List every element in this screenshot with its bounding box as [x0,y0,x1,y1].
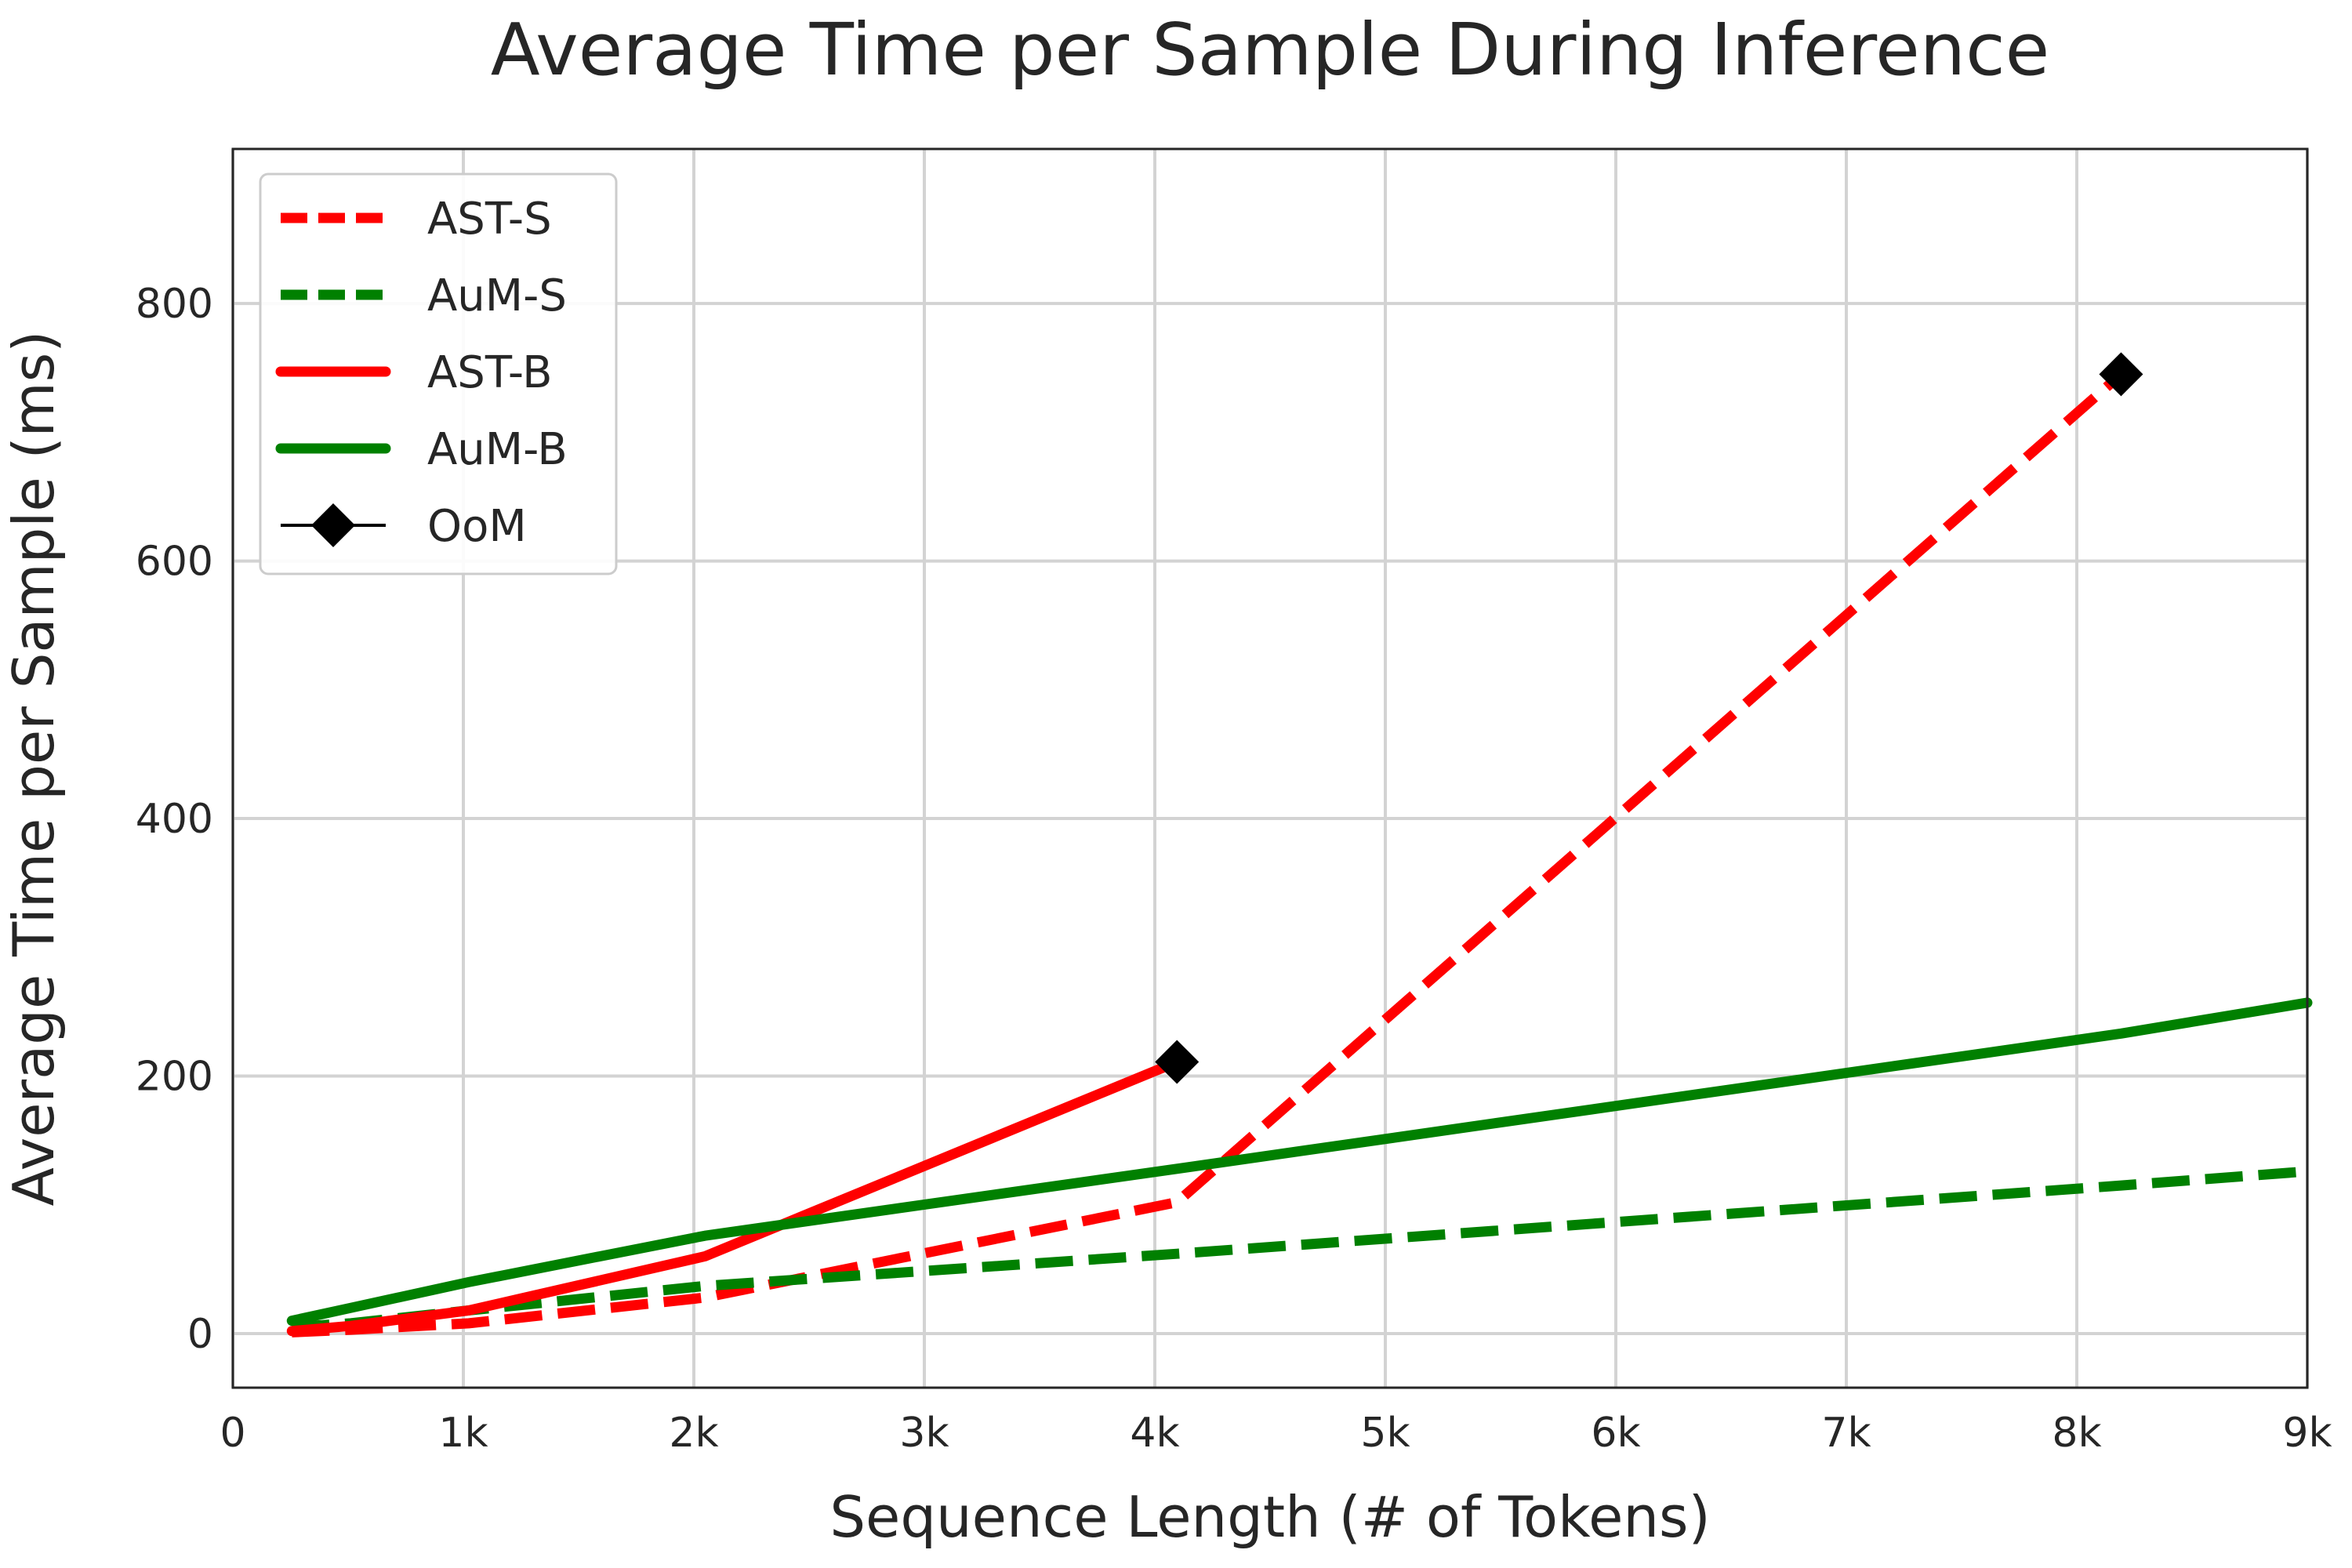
x-axis-ticks: 0 1k 2k 3k 4k 5k 6k 7k 8k 9k [220,1410,2332,1457]
series-line-aum-b [286,997,2313,1327]
x-axis-label: Sequence Length (# of Tokens) [829,1484,1710,1550]
legend-box [259,172,618,575]
y-axis-ticks: 0 200 400 600 800 [136,281,213,1358]
oom-marker [2099,352,2143,397]
legend-label: OoM [427,501,527,552]
legend-label: AuM-B [427,424,568,475]
legend-label: AuM-S [427,270,567,321]
y-tick-label: 600 [136,539,213,586]
y-axis-label: Average Time per Sample (ms) [1,331,67,1207]
oom-marker [1155,1040,1200,1084]
y-tick-label: 0 [187,1311,213,1358]
y-tick-label: 800 [136,281,213,328]
x-tick-label: 3k [899,1410,949,1457]
x-tick-label: 2k [669,1410,718,1457]
legend-label: AST-B [427,347,553,398]
legend-label: AST-S [427,194,552,245]
series-layer [286,370,2313,1338]
y-tick-label: 400 [136,796,213,843]
x-tick-label: 7k [1821,1410,1871,1457]
x-tick-label: 0 [220,1410,245,1457]
plot-frame [231,147,2309,1389]
x-tick-label: 6k [1591,1410,1640,1457]
legend: AST-S AuM-S AST-B AuM-B OoM [259,172,618,575]
oom-markers [1155,352,2143,1084]
x-tick-label: 5k [1360,1410,1410,1457]
x-tick-label: 9k [2282,1410,2332,1457]
x-tick-label: 1k [438,1410,488,1457]
chart-title: Average Time per Sample During Inference [491,8,2050,92]
x-tick-label: 4k [1130,1410,1179,1457]
x-tick-label: 8k [2052,1410,2101,1457]
legend-swatch-oom-marker [311,503,355,547]
series-line-ast-b [286,1056,1182,1337]
y-tick-label: 200 [136,1054,213,1101]
series-line-ast-s [291,370,2125,1338]
